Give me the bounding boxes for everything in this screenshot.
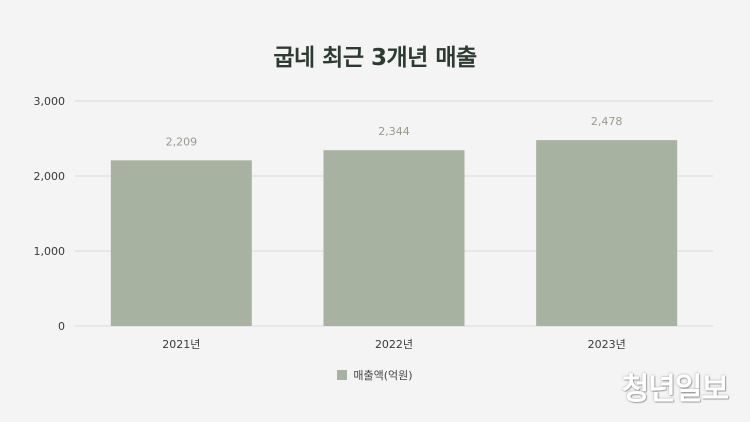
bar <box>323 150 465 326</box>
y-tick-label: 2,000 <box>34 170 66 183</box>
x-tick-label: 2023년 <box>588 338 626 351</box>
x-tick-label: 2022년 <box>375 338 413 351</box>
y-tick-label: 0 <box>58 320 65 333</box>
bar <box>536 140 678 326</box>
x-tick-label: 2021년 <box>162 338 200 351</box>
legend-swatch <box>337 370 348 380</box>
data-label: 2,209 <box>166 135 198 148</box>
y-tick-label: 3,000 <box>34 95 66 108</box>
chart-title: 굽네 최근 3개년 매출 <box>273 45 477 71</box>
watermark-logo: 청년일보 <box>621 372 729 407</box>
bar <box>110 160 252 326</box>
legend: 매출액(억원) <box>0 367 750 383</box>
y-tick-label: 1,000 <box>34 245 66 258</box>
data-label: 2,344 <box>378 125 410 138</box>
data-label: 2,478 <box>591 115 623 128</box>
legend-label: 매출액(억원) <box>353 369 413 382</box>
